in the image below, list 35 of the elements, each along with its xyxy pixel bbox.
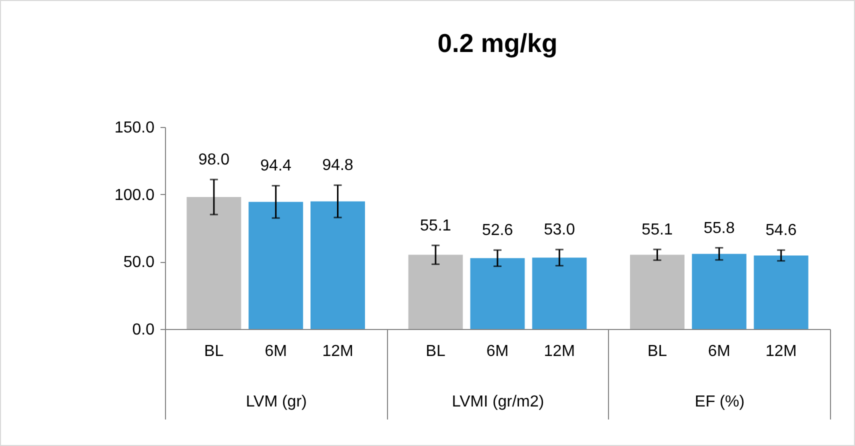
data-label: 53.0 — [544, 222, 576, 239]
series-label: BL — [204, 343, 224, 360]
data-label: 54.6 — [766, 222, 797, 240]
text: 12M — [766, 343, 797, 360]
y-tick-label: 150.0 — [114, 120, 155, 136]
data-label: 55.1 — [642, 221, 673, 238]
x-tick-label: EF (%) — [694, 394, 745, 410]
data-label: 94.4 — [260, 158, 292, 175]
series-label: 12M — [322, 343, 354, 360]
bar — [630, 254, 684, 329]
bar — [532, 258, 587, 329]
text: 6M — [486, 343, 509, 360]
text: BL — [426, 343, 446, 360]
x-tick-label: LVM (gr) — [246, 394, 307, 410]
data-label: 94.8 — [322, 157, 354, 174]
data-label: 52.6 — [482, 222, 514, 240]
data-label: 55.1 — [420, 217, 452, 234]
bar — [408, 254, 463, 329]
data-label: 98.0 — [198, 152, 230, 169]
series-label: 6M — [264, 343, 287, 360]
chart-title: 0.2 mg/kg — [438, 28, 558, 58]
x-tick-label: LVMI (gr/m2) — [452, 394, 544, 410]
bar — [470, 258, 525, 329]
bar — [692, 254, 746, 329]
text: BL — [647, 343, 668, 360]
bar — [310, 201, 365, 329]
y-tick-label: 50.0 — [123, 254, 155, 272]
bar — [186, 197, 242, 329]
bar — [248, 202, 304, 329]
y-tick-label: 100.0 — [114, 186, 155, 204]
data-label: 55.8 — [704, 220, 735, 237]
text: 12M — [544, 343, 575, 360]
bar — [754, 255, 808, 329]
y-tick-label: 0.0 — [132, 322, 155, 338]
text: 6M — [708, 343, 730, 360]
